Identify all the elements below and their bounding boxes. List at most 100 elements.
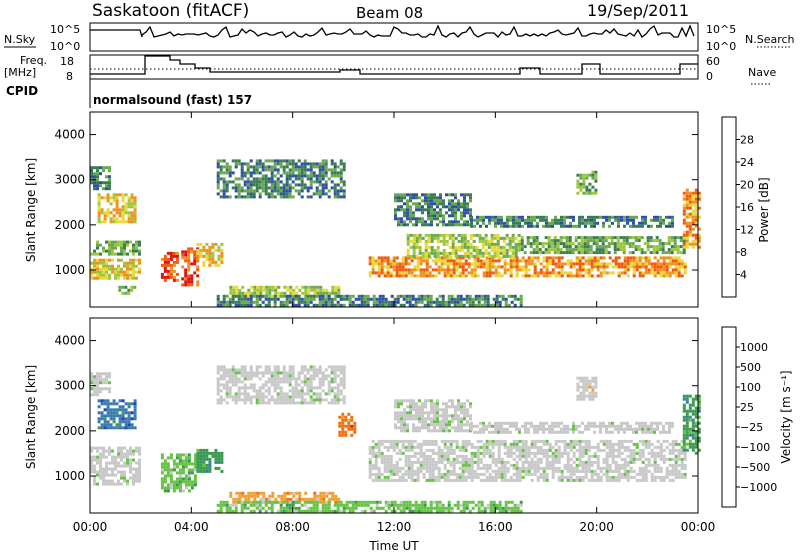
data-cell: [440, 262, 444, 266]
data-cell: [640, 251, 644, 255]
cpid-label: CPID: [6, 84, 38, 98]
data-cell: [529, 245, 533, 249]
data-cell: [563, 445, 567, 449]
data-cell: [495, 297, 499, 301]
data-cell: [294, 303, 298, 307]
data-cell: [108, 240, 111, 244]
data-cell: [342, 371, 346, 375]
data-cell: [129, 258, 132, 262]
data-cell: [448, 193, 451, 197]
data-cell: [542, 454, 546, 458]
data-cell: [389, 457, 393, 461]
data-cell: [659, 457, 663, 461]
data-cell: [460, 236, 464, 240]
data-cell: [605, 218, 608, 222]
data-cell: [494, 215, 497, 219]
data-cell: [240, 371, 244, 375]
data-cell: [431, 460, 435, 464]
data-cell: [488, 221, 491, 225]
data-cell: [394, 414, 397, 418]
data-cell: [578, 268, 582, 272]
data-cell: [100, 196, 104, 200]
data-cell: [315, 395, 319, 399]
data-cell: [578, 271, 582, 275]
data-cell: [383, 439, 387, 443]
data-cell: [637, 245, 641, 249]
data-cell: [406, 217, 409, 221]
data-cell: [587, 215, 590, 219]
data-cell: [300, 162, 304, 166]
data-cell: [578, 265, 582, 269]
data-cell: [584, 445, 588, 449]
data-cell: [366, 294, 370, 298]
data-cell: [124, 402, 128, 406]
data-cell: [646, 245, 650, 249]
data-cell: [479, 218, 482, 222]
data-cell: [93, 446, 96, 450]
data-cell: [246, 189, 250, 193]
data-cell: [511, 248, 515, 252]
noise-tick-left-bottom: 10^0: [50, 40, 80, 53]
data-cell: [181, 477, 185, 481]
data-cell: [386, 259, 390, 263]
data-cell: [433, 251, 437, 255]
data-cell: [500, 274, 504, 278]
data-cell: [258, 186, 262, 190]
data-cell: [610, 239, 614, 243]
data-cell: [661, 245, 665, 249]
data-cell: [243, 180, 247, 184]
data-cell: [160, 486, 164, 490]
data-cell: [496, 248, 500, 252]
data-cell: [444, 300, 448, 304]
data-cell: [565, 245, 569, 249]
data-cell: [533, 454, 537, 458]
data-cell: [594, 191, 598, 195]
data-cell: [557, 221, 560, 225]
data-cell: [443, 274, 447, 278]
data-cell: [584, 442, 588, 446]
data-cell: [309, 374, 313, 378]
data-cell: [437, 265, 441, 269]
data-cell: [196, 251, 200, 255]
data-cell: [521, 475, 525, 479]
data-cell: [430, 193, 433, 197]
data-cell: [457, 220, 460, 224]
data-cell: [395, 445, 399, 449]
data-cell: [469, 208, 472, 212]
data-cell: [408, 297, 412, 301]
data-cell: [518, 472, 522, 476]
data-cell: [132, 449, 135, 453]
data-cell: [378, 300, 382, 304]
data-cell: [509, 445, 513, 449]
data-cell: [172, 263, 176, 267]
data-cell: [246, 374, 250, 378]
data-cell: [258, 389, 262, 393]
data-cell: [653, 271, 657, 275]
data-cell: [273, 174, 277, 178]
data-cell: [339, 174, 343, 178]
data-cell: [524, 271, 528, 275]
data-cell: [430, 236, 434, 240]
data-cell: [424, 202, 427, 206]
data-cell: [521, 259, 525, 263]
data-cell: [629, 259, 633, 263]
data-cell: [428, 475, 432, 479]
data-cell: [445, 193, 448, 197]
data-cell: [90, 449, 93, 453]
data-cell: [625, 239, 629, 243]
data-cell: [635, 215, 638, 219]
data-cell: [219, 300, 223, 304]
data-cell: [217, 454, 221, 458]
data-cell: [556, 245, 560, 249]
data-cell: [124, 408, 128, 412]
data-cell: [576, 179, 580, 183]
data-cell: [118, 399, 122, 403]
data-cell: [584, 221, 587, 225]
data-cell: [282, 168, 286, 172]
data-cell: [601, 245, 605, 249]
data-cell: [629, 475, 633, 479]
data-cell: [548, 445, 552, 449]
data-cell: [472, 245, 476, 249]
data-cell: [338, 433, 342, 437]
data-cell: [563, 262, 567, 266]
